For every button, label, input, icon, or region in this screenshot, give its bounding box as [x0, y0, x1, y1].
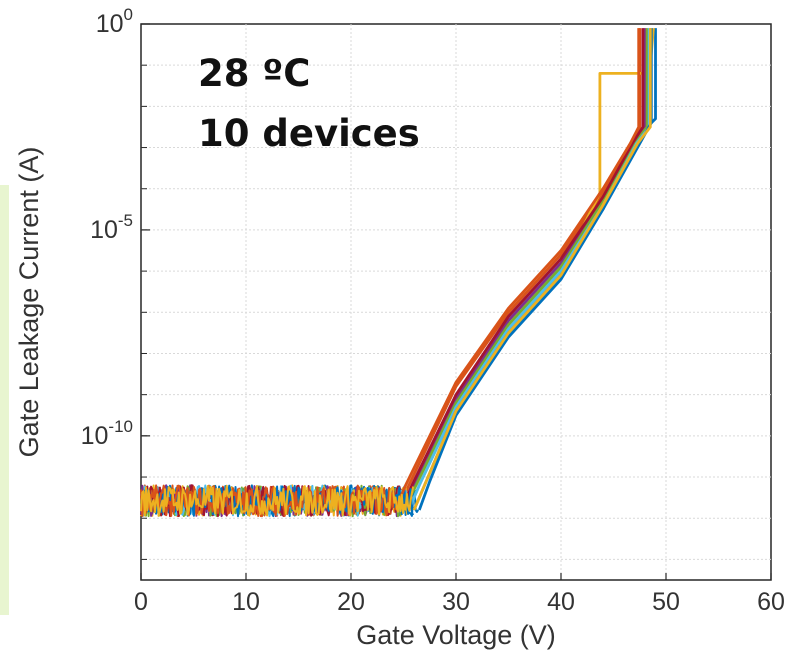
series-line [140, 28, 652, 517]
x-tick-label: 20 [337, 588, 365, 616]
series-noise-floor [140, 484, 415, 517]
series-layer [140, 27, 657, 518]
y-axis-title: Gate Leakage Current (A) [14, 147, 44, 458]
grid [141, 24, 771, 580]
x-tick-label: 10 [232, 588, 260, 616]
side-accent-bar [0, 185, 9, 615]
y-tick-label: 100 [96, 5, 133, 38]
series-curve [400, 28, 645, 511]
series-curve [402, 28, 649, 511]
x-tick-label: 0 [134, 588, 148, 616]
annotation-temperature: 28 ºC [198, 52, 310, 95]
x-tick-label: 60 [757, 588, 785, 616]
y-tick-label: 10-10 [81, 417, 133, 450]
x-axis-title: Gate Voltage (V) [356, 620, 556, 650]
x-tick-label: 50 [652, 588, 680, 616]
x-tick-label: 40 [547, 588, 575, 616]
x-tick-label: 30 [442, 588, 470, 616]
series-curve [393, 28, 641, 511]
tick-layer: 0 10 20 30 40 50 60 100 10-5 10-10 [81, 5, 785, 616]
y-tick-label: 10-5 [90, 211, 133, 244]
annotation-devices: 10 devices [198, 112, 420, 155]
series-curve [412, 28, 652, 511]
